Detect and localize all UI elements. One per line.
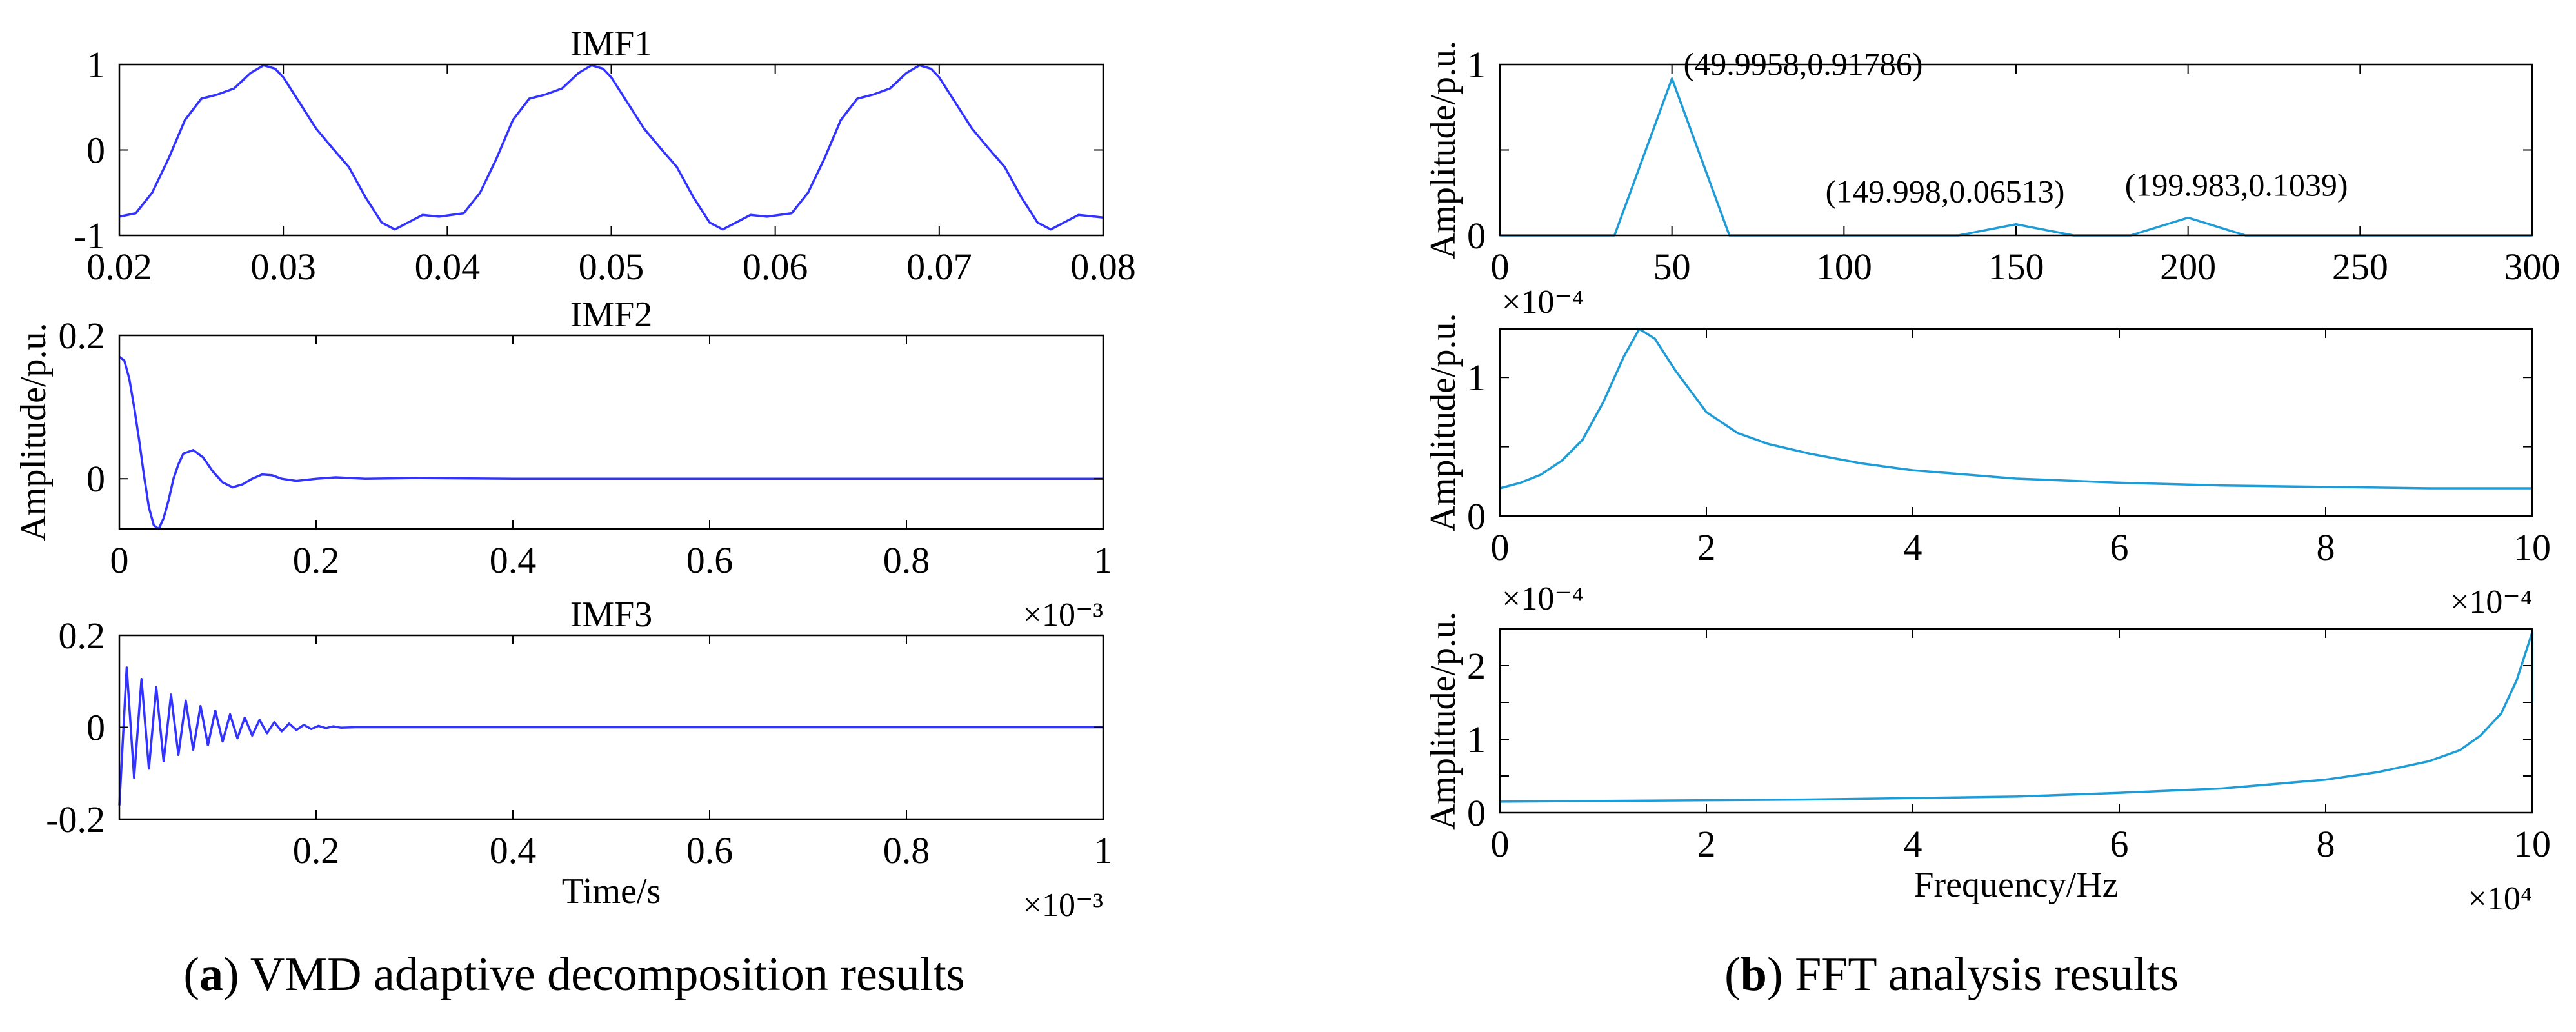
fft1-data-annotation: (199.983,0.1039) <box>2125 166 2348 203</box>
imf1-axes-box <box>118 63 1104 237</box>
fft1-xtick-label: 300 <box>2504 246 2561 288</box>
fft1-ytick-label: 1 <box>1467 44 1486 86</box>
imf3-xtick-label: 0.2 <box>293 829 340 871</box>
fft3-ylabel: Amplitude/p.u. <box>1423 611 1463 830</box>
imf3-ytick-label: 0 <box>86 707 105 749</box>
imf2-xtick-label: 0.2 <box>293 539 340 581</box>
fft2-top-exponent: ×10⁻⁴ <box>1502 284 1584 321</box>
fft2-ylabel: Amplitude/p.u. <box>1423 313 1463 531</box>
fft2-xtick-label: 8 <box>2317 526 2335 568</box>
fft1-xtick-label: 0 <box>1491 246 1510 288</box>
imf2-exponent-label: ×10⁻³ <box>1023 597 1103 633</box>
fft1-xtick-label: 150 <box>1988 246 2044 288</box>
imf1-ytick-label: -1 <box>74 215 105 257</box>
fft3-xtick-label: 10 <box>2513 823 2551 865</box>
imf3-title: IMF3 <box>570 595 653 635</box>
imf1-xtick-label: 0.03 <box>250 246 316 288</box>
imf3-chart: 0.2 0.4 0.6 0.8 1 -0.2 0 0.2 IMF3 Time/s ×10⁻³ <box>46 595 1112 924</box>
fft3-xlabel: Frequency/Hz <box>1913 865 2118 905</box>
fft1-xtick-label: 50 <box>1653 246 1691 288</box>
imf3-series-line <box>118 666 1103 806</box>
imf1-chart: 0.02 0.03 0.04 0.05 0.06 0.07 0.08 -1 0 1 IMF1 <box>74 24 1136 288</box>
imf3-xtick-label: 0.4 <box>490 829 537 871</box>
fft2-exponent-label: ×10⁻⁴ <box>2450 584 2532 620</box>
fft2-ytick-label: 0 <box>1467 495 1486 537</box>
imf2-ytick-label: 0.2 <box>59 315 106 357</box>
fft3-xtick-label: 0 <box>1491 823 1510 865</box>
fft1-data-annotation: (49.9958,0.91786) <box>1684 46 1923 82</box>
imf1-series-line <box>119 64 1104 231</box>
imf3-ytick-label: -0.2 <box>46 799 105 840</box>
imf1-xtick-label: 0.02 <box>86 246 152 288</box>
fft2-xtick-label: 6 <box>2110 526 2129 568</box>
imf3-xtick-label: 0.8 <box>883 829 930 871</box>
imf1-xtick-label: 0.07 <box>906 246 972 288</box>
imf3-ytick-label: 0.2 <box>59 615 106 657</box>
fft1-axes-box <box>1499 63 2533 237</box>
imf1-xtick-label: 0.05 <box>579 246 644 288</box>
fft3-ytick-label: 2 <box>1467 645 1486 687</box>
fft3-exponent-label: ×10⁴ <box>2468 880 2532 917</box>
imf2-chart: 0 0.2 0.4 0.6 0.8 1 0 0.2 IMF2 Amplitude/p.u. ×10⁻… <box>14 295 1113 633</box>
fft2-series-line <box>1499 328 2532 490</box>
fft2-axes-box <box>1499 328 2533 517</box>
panel-a-caption: (a) VMD adaptive decomposition results <box>183 948 964 1001</box>
imf2-ylabel: Amplitude/p.u. <box>14 322 54 541</box>
fft2-xtick-label: 2 <box>1697 526 1716 568</box>
imf1-ytick-label: 0 <box>86 130 105 172</box>
fft1-xtick-label: 100 <box>1816 246 1872 288</box>
imf3-xtick-label: 1 <box>1094 829 1113 871</box>
fft3-top-exponent: ×10⁻⁴ <box>1502 580 1584 617</box>
fft3-xtick-label: 8 <box>2317 823 2335 865</box>
imf1-ytick-label: 1 <box>86 44 105 86</box>
imf1-title: IMF1 <box>570 24 653 64</box>
fft1-ytick-label: 0 <box>1467 215 1486 257</box>
fft1-series-line <box>1500 77 2532 237</box>
fft3-xtick-label: 4 <box>1904 823 1922 865</box>
fft3-xtick-label: 2 <box>1697 823 1716 865</box>
panel-b-caption: (b) FFT analysis results <box>1724 948 2179 1001</box>
fft1-ylabel: Amplitude/p.u. <box>1423 41 1463 259</box>
imf2-xtick-label: 0.6 <box>686 539 734 581</box>
imf1-xtick-label: 0.08 <box>1070 246 1136 288</box>
imf2-xtick-label: 0.4 <box>490 539 537 581</box>
fft2-ytick-label: 1 <box>1467 357 1486 399</box>
fft3-xtick-label: 6 <box>2110 823 2129 865</box>
imf2-xtick-label: 0.8 <box>883 539 930 581</box>
fft1-data-annotation: (149.998,0.06513) <box>1826 174 2065 210</box>
imf2-xtick-label: 1 <box>1094 539 1113 581</box>
imf3-exponent-label: ×10⁻³ <box>1023 887 1103 924</box>
imf2-axes-box <box>118 334 1104 530</box>
imf3-xlabel: Time/s <box>562 871 661 911</box>
fft1-xtick-label: 250 <box>2332 246 2388 288</box>
fft2-xtick-label: 4 <box>1904 526 1922 568</box>
imf3-xtick-label: 0.6 <box>686 829 734 871</box>
imf1-xtick-label: 0.06 <box>743 246 808 288</box>
imf1-xtick-label: 0.04 <box>415 246 481 288</box>
fft3-axes-box <box>1499 628 2533 814</box>
imf2-title: IMF2 <box>570 295 653 335</box>
imf2-xtick-label: 0 <box>110 539 129 581</box>
fft3-series-line <box>1499 631 2533 803</box>
imf2-series-line <box>118 355 1103 530</box>
fft3-ytick-label: 0 <box>1467 792 1486 834</box>
imf2-ytick-label: 0 <box>86 458 105 500</box>
fft2-xtick-label: 0 <box>1491 526 1510 568</box>
fft1-xtick-label: 200 <box>2160 246 2216 288</box>
fft2-xtick-label: 10 <box>2513 526 2551 568</box>
fft3-ytick-label: 1 <box>1467 719 1486 760</box>
